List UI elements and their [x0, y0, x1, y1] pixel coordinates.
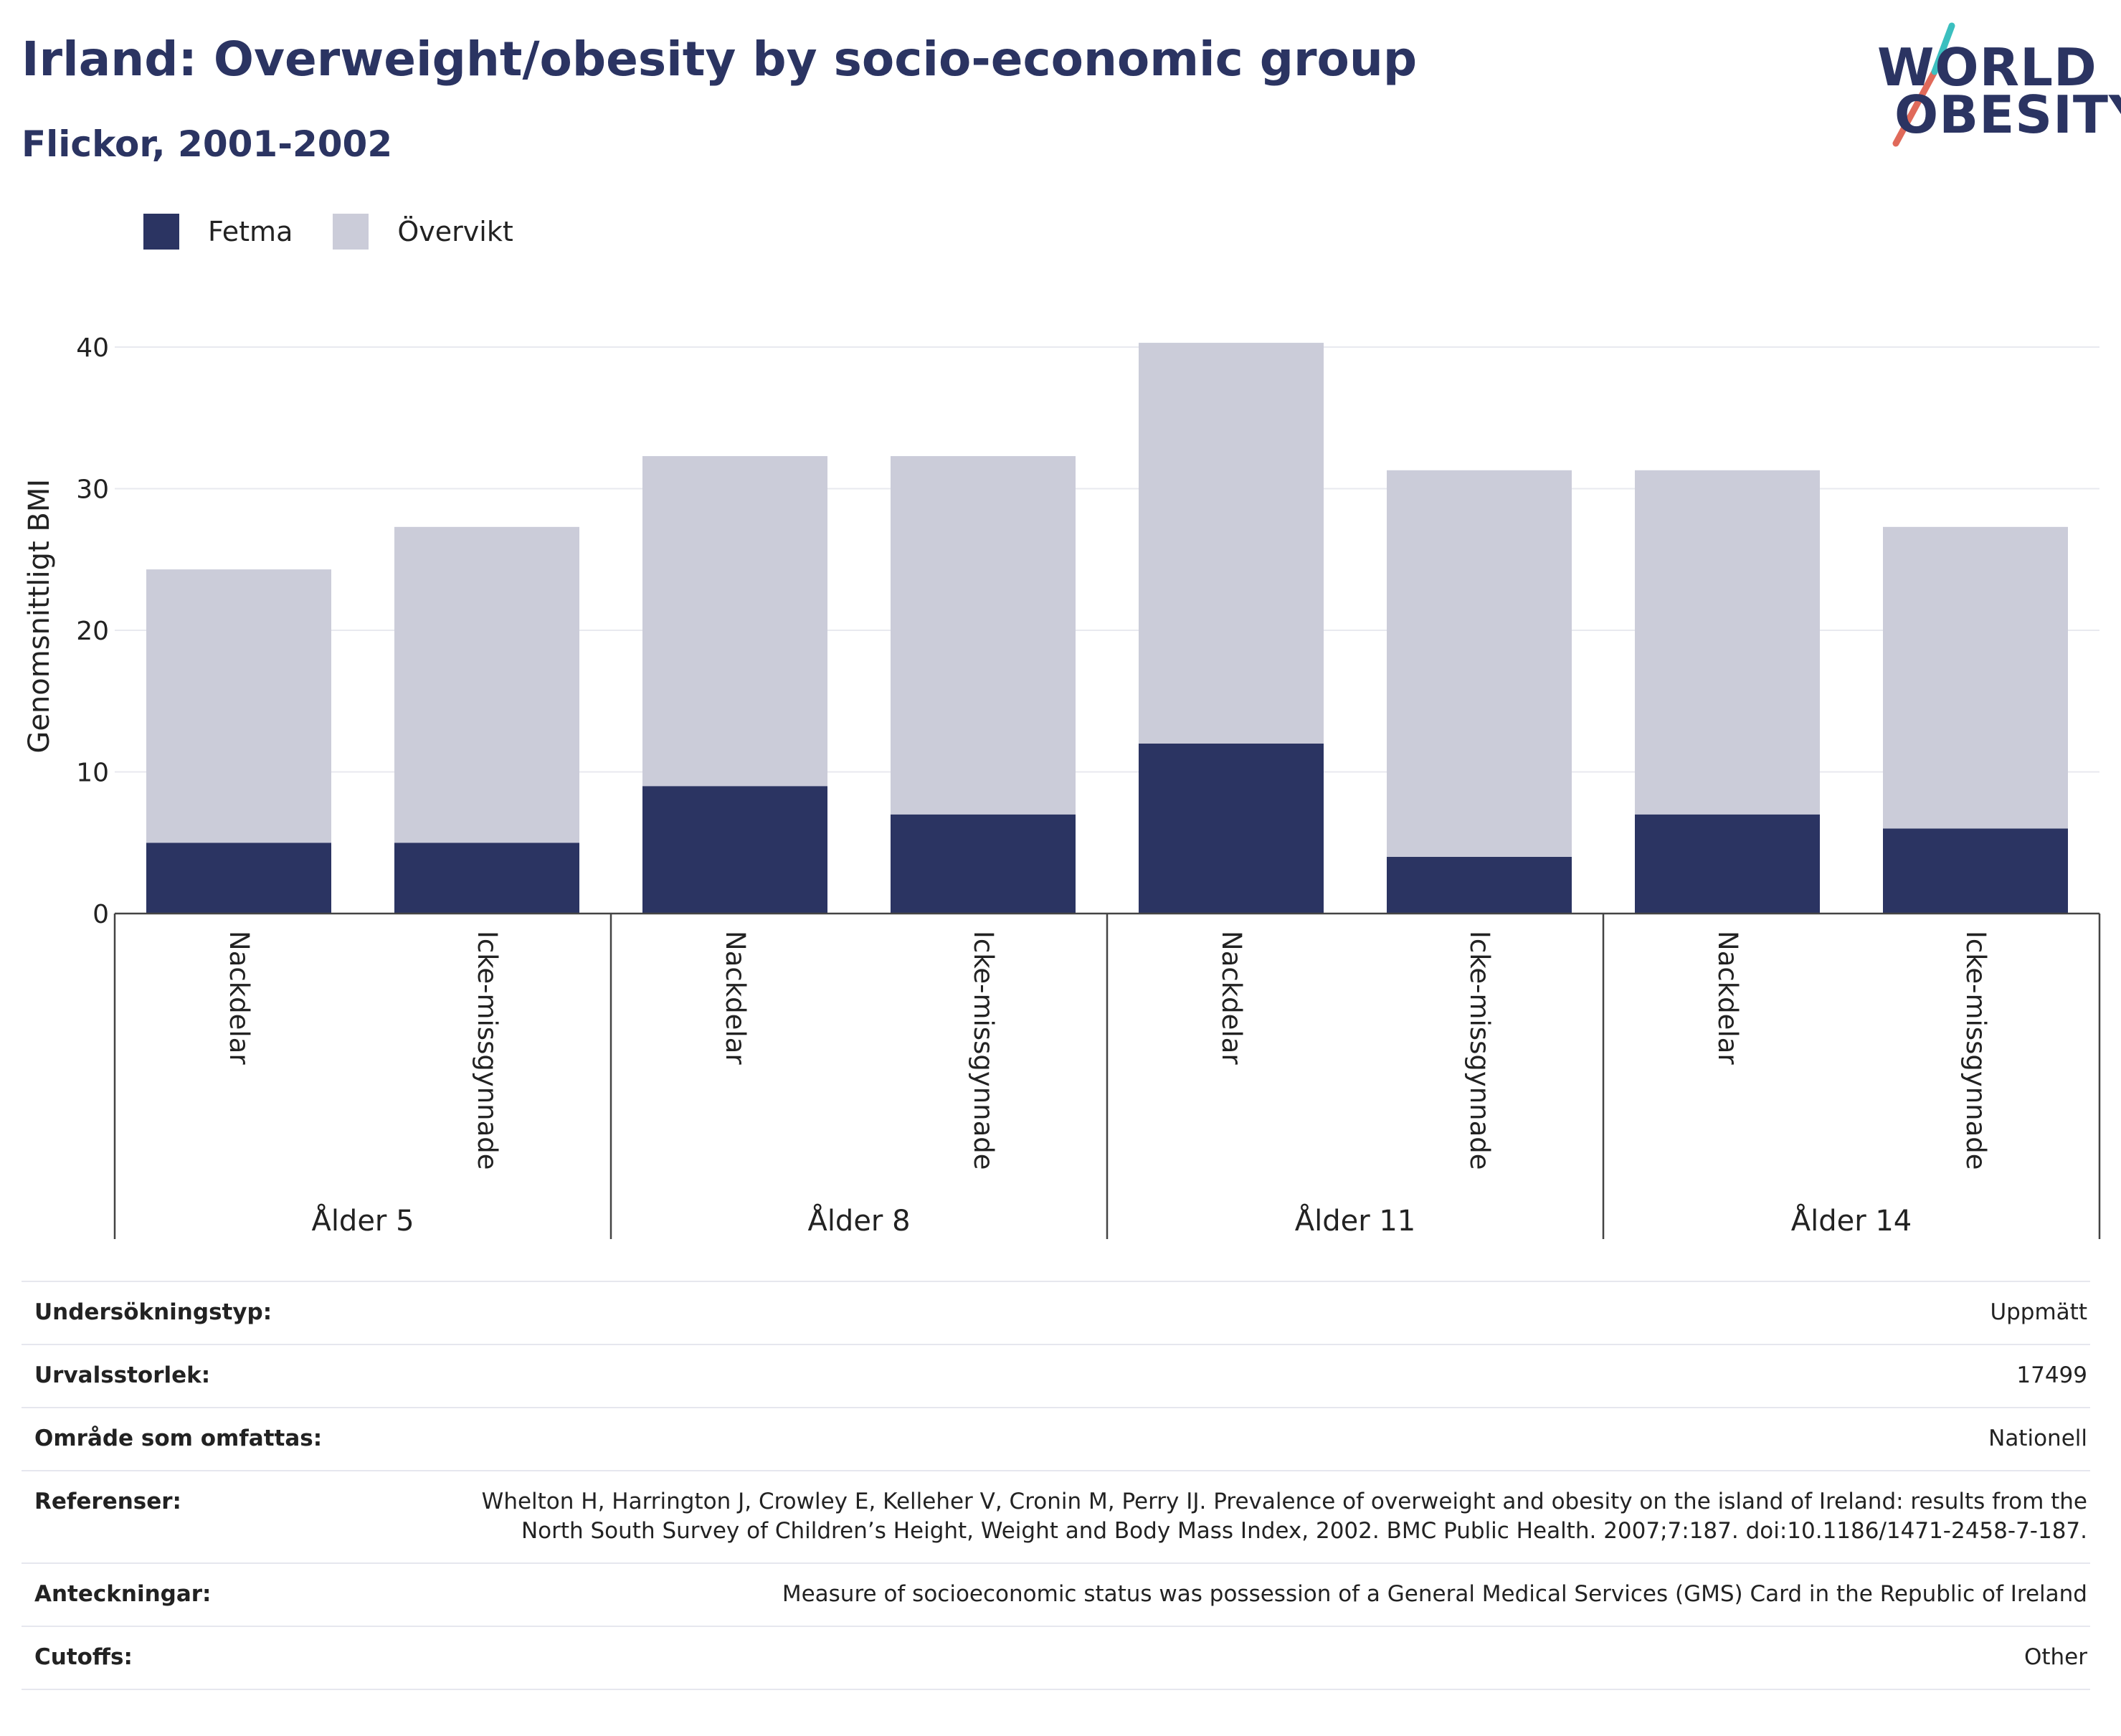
bar-fetma: [891, 814, 1076, 914]
bar-overvikt: [1883, 526, 2068, 829]
metadata-key: Referenser:: [22, 1469, 439, 1565]
bar-overvikt: [1387, 470, 1572, 857]
bar-fetma: [146, 843, 331, 914]
bar-overvikt: [394, 526, 579, 843]
legend-label-overvikt: Övervikt: [397, 216, 513, 247]
metadata-row: Referenser: Whelton H, Harrington J, Crow…: [22, 1469, 2090, 1565]
x-category-label: Icke-missgynnade: [1464, 931, 1495, 1170]
y-tick-label: 30: [76, 475, 109, 505]
metadata-value: Measure of socioeconomic status was poss…: [439, 1562, 2090, 1628]
bar-fetma: [1387, 857, 1572, 914]
bar-chart: 0 10 20 30 40 Genomsnittligt BMI Nackdelar Icke…: [23, 333, 2101, 1239]
chart-subtitle: Flickor, 2001-2002: [22, 123, 393, 165]
metadata-table: Undersökningstyp: Uppmätt Urvalsstorlek: 17…: [22, 1281, 2090, 1690]
bar-overvikt: [891, 456, 1076, 815]
bar-overvikt: [1139, 343, 1324, 744]
legend-label-fetma: Fetma: [208, 216, 293, 247]
bar-fetma: [1139, 744, 1324, 914]
metadata-key: Område som omfattas:: [22, 1406, 439, 1471]
x-category-label: Icke-missgynnade: [472, 931, 503, 1170]
x-category-label: Nackdelar: [720, 931, 751, 1065]
x-group-label: Ålder 5: [311, 1203, 414, 1238]
logo-line1: WORLD: [1877, 37, 2097, 98]
y-tick-label: 40: [76, 333, 109, 363]
x-group-label: Ålder 11: [1295, 1203, 1416, 1238]
y-tick-label: 20: [76, 617, 109, 646]
metadata-key: Undersökningstyp:: [22, 1281, 439, 1345]
world-obesity-logo: WORLD OBESITY: [1873, 20, 2121, 149]
bar-fetma: [1635, 814, 1820, 914]
bar-fetma: [642, 786, 827, 914]
bar-overvikt: [1635, 470, 1820, 815]
metadata-key: Anteckningar:: [22, 1562, 439, 1628]
metadata-key: Cutoffs:: [22, 1626, 439, 1690]
metadata-row: Undersökningstyp: Uppmätt: [22, 1281, 2090, 1345]
bar-overvikt: [146, 569, 331, 843]
x-group-label: Ålder 8: [807, 1203, 910, 1238]
bar-fetma: [394, 843, 579, 914]
legend-item-overvikt[interactable]: Övervikt: [333, 214, 513, 250]
metadata-key: Urvalsstorlek:: [22, 1343, 439, 1408]
y-tick-label: 10: [76, 759, 109, 788]
metadata-row: Urvalsstorlek: 17499: [22, 1343, 2090, 1408]
x-category-label: Icke-missgynnade: [1960, 931, 1991, 1170]
bar-fetma: [1883, 828, 2068, 914]
legend-item-fetma[interactable]: Fetma: [143, 214, 293, 250]
metadata-row: Cutoffs: Other: [22, 1626, 2090, 1690]
x-category-label: Nackdelar: [1216, 931, 1247, 1065]
chart-title: Irland: Overweight/obesity by socio-econ…: [22, 32, 1418, 87]
metadata-value: Other: [439, 1626, 2090, 1690]
x-group-label: Ålder 14: [1791, 1203, 1912, 1238]
metadata-row: Område som omfattas: Nationell: [22, 1406, 2090, 1471]
legend-swatch-overvikt: [333, 214, 369, 250]
legend: Fetma Övervikt: [143, 214, 554, 250]
metadata-value: Whelton H, Harrington J, Crowley E, Kell…: [439, 1469, 2090, 1565]
metadata-value: Nationell: [439, 1406, 2090, 1471]
x-category-label: Nackdelar: [224, 931, 255, 1065]
logo-slash-icon: [1892, 22, 1955, 147]
bar-overvikt: [642, 456, 827, 787]
x-category-label: Icke-missgynnade: [968, 931, 999, 1170]
metadata-row: Anteckningar: Measure of socioeconomic st…: [22, 1562, 2090, 1628]
legend-swatch-fetma: [143, 214, 179, 250]
metadata-value: 17499: [439, 1343, 2090, 1408]
metadata-value: Uppmätt: [439, 1281, 2090, 1345]
logo-line2: OBESITY: [1894, 85, 2121, 145]
y-axis-label: Genomsnittligt BMI: [23, 479, 56, 754]
x-category-label: Nackdelar: [1712, 931, 1743, 1065]
y-tick-label: 0: [92, 900, 109, 929]
